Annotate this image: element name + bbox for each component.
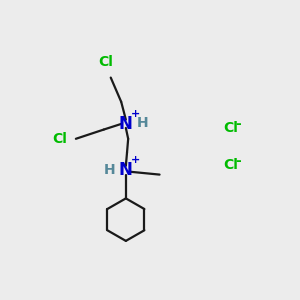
Text: +: + [131,155,140,165]
Text: Cl: Cl [52,132,67,146]
Text: N: N [119,115,133,133]
Text: H: H [137,116,148,130]
Text: Cl: Cl [224,158,238,172]
Text: N: N [119,161,133,179]
Text: -: - [236,154,241,168]
Text: -: - [236,117,241,131]
Text: Cl: Cl [99,56,113,70]
Text: H: H [103,163,115,176]
Text: +: + [131,109,140,119]
Text: Cl: Cl [224,122,238,135]
